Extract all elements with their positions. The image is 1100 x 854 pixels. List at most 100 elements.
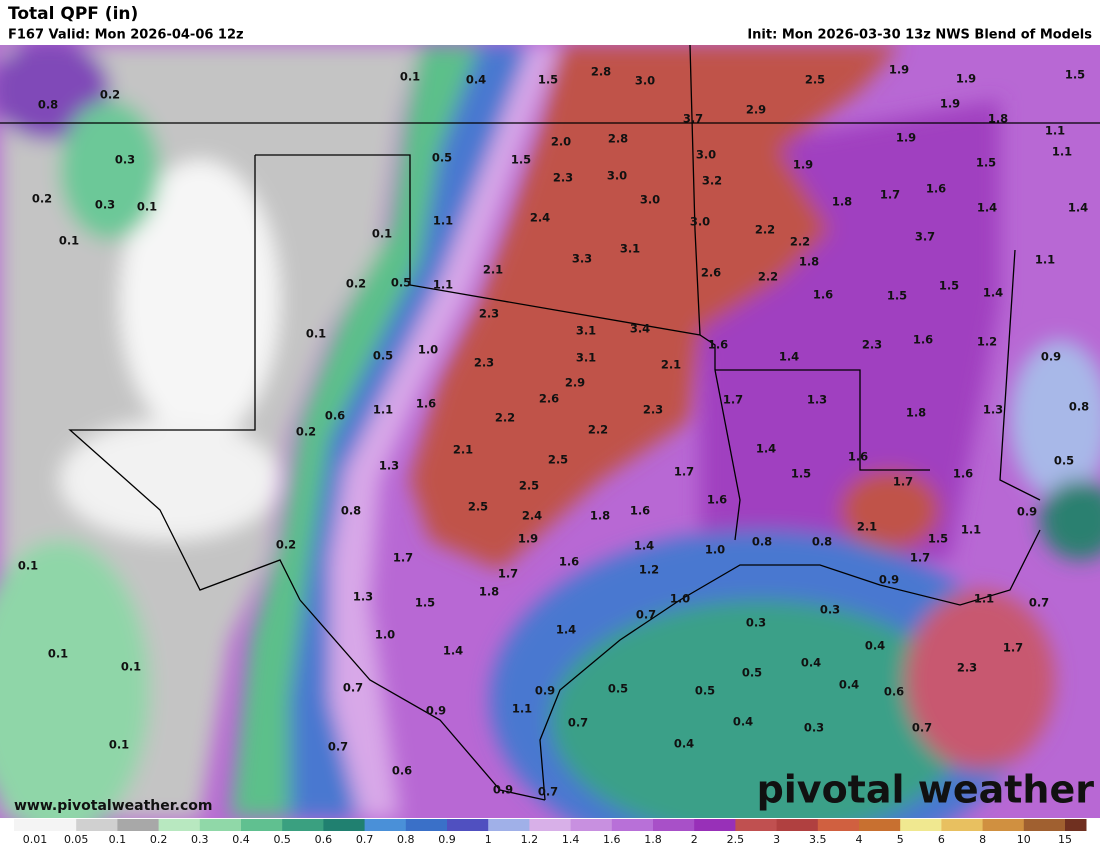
qpf-label: 1.9 <box>940 97 960 111</box>
qpf-label: 2.2 <box>495 411 515 425</box>
qpf-label: 1.5 <box>1065 68 1085 82</box>
qpf-label: 1.7 <box>910 551 930 565</box>
qpf-label: 1.4 <box>983 286 1003 300</box>
qpf-label: 2.4 <box>530 211 550 225</box>
colorbar-label: 0.05 <box>64 833 89 846</box>
qpf-label: 3.0 <box>640 193 660 207</box>
qpf-label: 0.4 <box>839 678 859 692</box>
colorbar-cell <box>982 819 1025 831</box>
qpf-label: 1.6 <box>813 288 833 302</box>
qpf-label: 0.9 <box>493 783 513 797</box>
qpf-label: 1.6 <box>953 467 973 481</box>
colorbar-cell <box>405 819 448 831</box>
colorbar-cell <box>735 819 778 831</box>
qpf-label: 2.5 <box>805 73 825 87</box>
colorbar-cell <box>941 819 984 831</box>
colorbar-label: 1.6 <box>603 833 621 846</box>
brand: pivotal weather <box>757 768 1095 812</box>
colorbar-cell <box>1023 819 1066 831</box>
colorbar-label: 0.4 <box>232 833 250 846</box>
colorbar-cell <box>776 819 819 831</box>
colorbar-label: 0.3 <box>191 833 209 846</box>
qpf-label: 1.0 <box>418 343 438 357</box>
qpf-label: 0.8 <box>1069 400 1089 414</box>
init-time: Init: Mon 2026-03-30 13z NWS Blend of Mo… <box>747 28 1092 43</box>
qpf-label: 3.0 <box>690 215 710 229</box>
colorbar-cell <box>117 819 160 831</box>
colorbar-cell <box>1065 819 1087 831</box>
qpf-label: 0.6 <box>392 764 412 778</box>
qpf-label: 1.1 <box>1052 145 1072 159</box>
qpf-label: 2.3 <box>957 661 977 675</box>
borders <box>0 45 1100 801</box>
qpf-label: 0.5 <box>391 276 411 290</box>
qpf-label: 0.7 <box>912 721 932 735</box>
qpf-label: 2.3 <box>862 338 882 352</box>
colorbar-label: 8 <box>979 833 986 846</box>
qpf-label: 0.3 <box>746 616 766 630</box>
colorbar-cell <box>76 819 118 831</box>
qpf-label: 0.1 <box>18 559 38 573</box>
colorbar-label: 15 <box>1058 833 1072 846</box>
qpf-label: 2.5 <box>468 500 488 514</box>
colorbar-cell <box>653 819 695 831</box>
qpf-label: 1.1 <box>512 702 532 716</box>
qpf-label: 1.0 <box>705 543 725 557</box>
qpf-label: 0.7 <box>328 740 348 754</box>
qpf-label: 2.2 <box>790 235 810 249</box>
qpf-label: 3.1 <box>620 242 640 256</box>
qpf-label: 1.6 <box>848 450 868 464</box>
qpf-label: 0.2 <box>296 425 316 439</box>
colorbar-label: 2.5 <box>727 833 745 846</box>
qpf-label: 1.1 <box>974 592 994 606</box>
qpf-label: 3.1 <box>576 351 596 365</box>
colorbar-cell <box>14 819 77 831</box>
qpf-label: 0.5 <box>1054 454 1074 468</box>
colorbar-label: 4 <box>856 833 863 846</box>
qpf-label: 0.6 <box>325 409 345 423</box>
colorbar-label: 0.01 <box>23 833 48 846</box>
qpf-label: 1.3 <box>983 403 1003 417</box>
qpf-label: 0.7 <box>343 681 363 695</box>
colorbar-label: 3.5 <box>809 833 827 846</box>
qpf-label: 1.9 <box>889 63 909 77</box>
qpf-label: 2.2 <box>588 423 608 437</box>
qpf-label: 1.1 <box>961 523 981 537</box>
qpf-label: 3.3 <box>572 252 592 266</box>
qpf-label: 1.5 <box>415 596 435 610</box>
qpf-label: 1.1 <box>433 278 453 292</box>
qpf-label: 1.1 <box>1045 124 1065 138</box>
qpf-label: 1.8 <box>988 112 1008 126</box>
qpf-label: 2.3 <box>553 171 573 185</box>
colorbar-label: 3 <box>773 833 780 846</box>
qpf-label: 1.7 <box>393 551 413 565</box>
qpf-label: 0.1 <box>121 660 141 674</box>
qpf-label: 1.6 <box>913 333 933 347</box>
qpf-label: 0.9 <box>1041 350 1061 364</box>
colorbar-label: 1.2 <box>521 833 539 846</box>
colorbar-label: 0.1 <box>109 833 127 846</box>
qpf-label: 1.7 <box>893 475 913 489</box>
qpf-label: 1.5 <box>939 279 959 293</box>
colorbar-cell <box>364 819 407 831</box>
qpf-label: 2.8 <box>608 132 628 146</box>
colorbar-label: 0.8 <box>397 833 415 846</box>
colorbar-label: 1.8 <box>644 833 662 846</box>
qpf-label: 0.2 <box>100 88 120 102</box>
qpf-label: 0.3 <box>820 603 840 617</box>
qpf-label: 1.9 <box>793 158 813 172</box>
qpf-label: 0.1 <box>372 227 392 241</box>
qpf-label: 0.4 <box>733 715 753 729</box>
qpf-label: 2.5 <box>519 479 539 493</box>
qpf-label: 1.4 <box>443 644 463 658</box>
qpf-label: 1.6 <box>416 397 436 411</box>
qpf-label: 2.3 <box>479 307 499 321</box>
colorbar-cell <box>859 819 901 831</box>
qpf-label: 1.3 <box>353 590 373 604</box>
colorbar-cell <box>817 819 860 831</box>
qpf-label: 2.2 <box>755 223 775 237</box>
qpf-label: 3.0 <box>696 148 716 162</box>
qpf-label: 1.5 <box>976 156 996 170</box>
qpf-label: 0.4 <box>801 656 821 670</box>
